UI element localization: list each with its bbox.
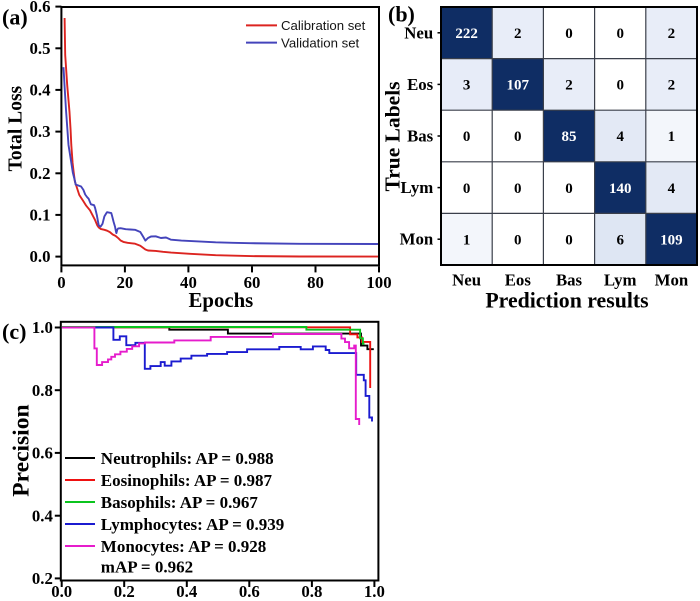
svg-text:40: 40: [180, 273, 197, 292]
svg-text:3: 3: [463, 78, 471, 94]
svg-text:1: 1: [668, 129, 676, 145]
svg-text:0.5: 0.5: [30, 39, 51, 58]
svg-text:0: 0: [616, 78, 624, 94]
svg-text:0: 0: [616, 26, 624, 42]
svg-text:Mon: Mon: [400, 230, 434, 249]
svg-text:Eosinophils: AP = 0.987: Eosinophils: AP = 0.987: [101, 471, 273, 490]
svg-text:0.4: 0.4: [32, 506, 54, 525]
svg-text:0: 0: [514, 129, 522, 145]
svg-text:222: 222: [455, 26, 478, 42]
svg-text:0.6: 0.6: [30, 0, 51, 16]
svg-text:Basophils: AP = 0.967: Basophils: AP = 0.967: [101, 493, 259, 512]
svg-text:0.3: 0.3: [30, 122, 51, 141]
svg-text:(c): (c): [2, 319, 26, 344]
svg-text:1.0: 1.0: [32, 318, 53, 337]
svg-text:1.0: 1.0: [364, 582, 385, 601]
svg-text:mAP = 0.962: mAP = 0.962: [101, 557, 193, 576]
svg-text:4: 4: [616, 129, 624, 145]
svg-text:0.8: 0.8: [32, 381, 53, 400]
svg-text:0.1: 0.1: [30, 206, 51, 225]
svg-text:0.0: 0.0: [51, 582, 72, 601]
svg-text:Mon: Mon: [655, 271, 689, 290]
svg-text:Neutrophils: AP = 0.988: Neutrophils: AP = 0.988: [101, 449, 274, 468]
svg-text:Neu: Neu: [452, 271, 481, 290]
svg-text:0.4: 0.4: [30, 81, 52, 100]
svg-text:Precision: Precision: [9, 404, 35, 496]
svg-text:109: 109: [660, 232, 683, 248]
svg-text:80: 80: [307, 273, 324, 292]
svg-text:2: 2: [668, 26, 676, 42]
svg-text:Epochs: Epochs: [189, 289, 254, 312]
svg-text:Prediction results: Prediction results: [485, 288, 648, 312]
svg-text:True Labels: True Labels: [381, 81, 405, 191]
svg-text:Eos: Eos: [505, 271, 532, 290]
svg-text:2: 2: [668, 78, 676, 94]
svg-text:60: 60: [244, 273, 261, 292]
svg-text:0: 0: [57, 273, 65, 292]
svg-text:0.6: 0.6: [32, 444, 53, 463]
svg-text:0.8: 0.8: [301, 582, 322, 601]
svg-text:Lym: Lym: [604, 271, 637, 290]
svg-text:0: 0: [565, 181, 573, 197]
svg-text:(b): (b): [388, 2, 415, 27]
svg-text:20: 20: [117, 273, 134, 292]
svg-text:0: 0: [565, 232, 573, 248]
svg-text:(a): (a): [2, 5, 28, 30]
svg-text:Monocytes: AP = 0.928: Monocytes: AP = 0.928: [101, 537, 267, 556]
svg-text:0: 0: [514, 232, 522, 248]
svg-text:Calibration set: Calibration set: [281, 18, 366, 33]
svg-text:0.2: 0.2: [114, 582, 135, 601]
svg-text:0.2: 0.2: [32, 569, 53, 588]
svg-text:85: 85: [562, 129, 577, 145]
svg-text:107: 107: [507, 78, 530, 94]
svg-text:Eos: Eos: [407, 75, 434, 94]
svg-text:0.6: 0.6: [239, 582, 260, 601]
svg-text:0: 0: [565, 26, 573, 42]
svg-text:Validation set: Validation set: [281, 35, 360, 50]
svg-text:Bas: Bas: [556, 271, 583, 290]
svg-text:Lymphocytes: AP = 0.939: Lymphocytes: AP = 0.939: [101, 515, 284, 534]
svg-text:0: 0: [463, 181, 471, 197]
svg-text:1: 1: [463, 232, 471, 248]
svg-text:Bas: Bas: [407, 127, 434, 146]
svg-text:0.4: 0.4: [176, 582, 198, 601]
svg-text:0: 0: [463, 129, 471, 145]
svg-text:0: 0: [514, 181, 522, 197]
svg-text:2: 2: [565, 78, 573, 94]
svg-text:140: 140: [609, 181, 632, 197]
svg-text:Lym: Lym: [401, 178, 434, 197]
svg-text:Total Loss: Total Loss: [6, 85, 27, 171]
svg-text:2: 2: [514, 26, 522, 42]
svg-text:100: 100: [366, 273, 391, 292]
svg-text:6: 6: [616, 232, 624, 248]
svg-text:0.2: 0.2: [30, 164, 51, 183]
svg-text:Neu: Neu: [404, 23, 433, 42]
svg-text:4: 4: [668, 181, 676, 197]
svg-text:0.0: 0.0: [30, 247, 51, 266]
